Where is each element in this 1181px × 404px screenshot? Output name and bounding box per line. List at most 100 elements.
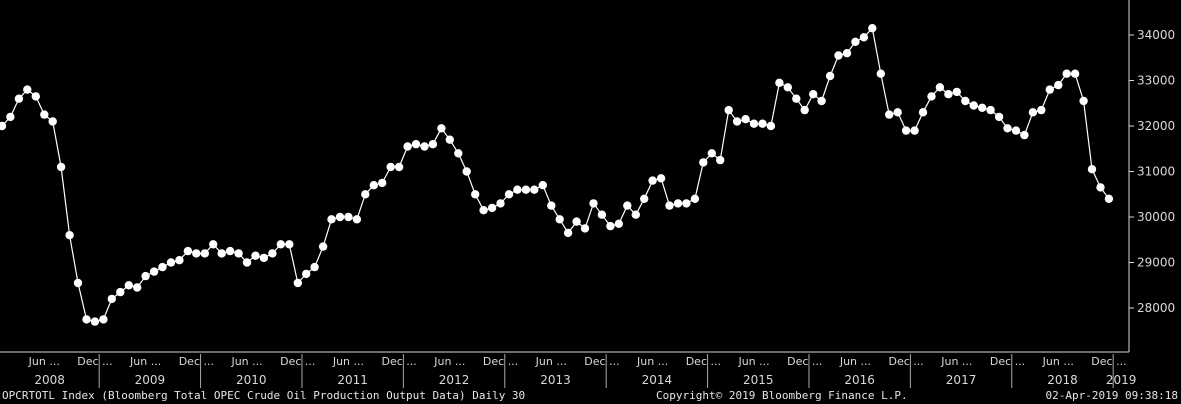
data-point — [394, 162, 404, 172]
data-point — [834, 51, 843, 60]
data-point — [910, 126, 919, 135]
data-point — [107, 294, 117, 304]
data-point — [893, 108, 902, 117]
data-point — [868, 24, 877, 33]
x-year-label: 2008 — [34, 373, 65, 387]
x-year-label: 2011 — [337, 373, 368, 387]
data-point — [986, 105, 995, 115]
data-point — [538, 181, 547, 190]
data-point — [952, 87, 961, 97]
data-point — [318, 242, 328, 251]
data-point — [116, 287, 125, 297]
data-point — [513, 185, 522, 194]
x-year-label: 2016 — [844, 373, 875, 387]
data-point — [648, 176, 657, 185]
y-tick-label: 28000 — [1137, 301, 1175, 315]
data-point — [741, 115, 750, 124]
data-point — [99, 315, 108, 324]
data-point — [487, 203, 497, 213]
data-point — [141, 271, 150, 281]
data-point — [732, 117, 742, 126]
data-point — [885, 110, 894, 119]
data-point — [547, 201, 556, 210]
data-point — [285, 240, 294, 249]
data-point — [530, 185, 539, 194]
data-point — [699, 158, 708, 167]
data-point — [690, 194, 700, 203]
data-point — [1054, 80, 1063, 90]
x-month-label: Jun ... — [940, 355, 972, 368]
y-tick-label: 29000 — [1137, 256, 1175, 270]
data-point — [859, 33, 869, 42]
data-point — [876, 69, 885, 78]
data-point — [496, 199, 505, 208]
data-point — [673, 199, 683, 208]
data-point — [378, 178, 387, 188]
data-point — [521, 185, 531, 194]
data-point — [124, 281, 133, 290]
data-point — [597, 210, 607, 219]
x-month-label: Dec ... — [382, 355, 417, 368]
data-point — [293, 278, 302, 288]
x-year-label: 2013 — [540, 373, 571, 387]
data-point — [792, 94, 801, 103]
x-month-label: Jun ... — [332, 355, 364, 368]
data-point — [994, 112, 1004, 122]
data-point — [361, 190, 370, 199]
x-month-label: Jun ... — [839, 355, 871, 368]
data-point — [386, 162, 395, 172]
x-year-label: 2015 — [743, 373, 774, 387]
data-point — [775, 78, 784, 88]
data-point — [749, 119, 759, 128]
x-month-label: Jun ... — [1042, 355, 1074, 368]
data-point — [1003, 124, 1012, 133]
data-point — [825, 71, 835, 81]
x-month-label: Dec ... — [1091, 355, 1126, 368]
data-point — [606, 221, 615, 231]
x-month-label: Jun ... — [230, 355, 262, 368]
data-point — [580, 224, 590, 233]
data-point — [133, 283, 142, 292]
data-point — [90, 317, 100, 326]
footer-copyright: Copyright© 2019 Bloomberg Finance L.P. — [656, 389, 908, 402]
x-month-label: Jun ... — [129, 355, 161, 368]
data-point — [1070, 69, 1080, 78]
y-axis: 28000 29000 30000 31000 32000 33000 34000 — [1128, 0, 1175, 352]
x-year-label: 2019 — [1106, 373, 1137, 387]
data-point — [623, 201, 632, 210]
data-point — [327, 215, 336, 224]
x-month-label: Dec ... — [483, 355, 518, 368]
data-point — [217, 249, 226, 258]
data-point — [614, 219, 623, 228]
data-point — [851, 37, 860, 46]
y-tick-label: 32000 — [1137, 119, 1175, 133]
data-point — [6, 112, 15, 122]
x-month-label: Dec ... — [686, 355, 721, 368]
data-point — [31, 92, 40, 101]
data-point — [352, 215, 362, 224]
data-point — [1062, 69, 1071, 78]
data-point — [961, 96, 970, 106]
series-markers — [0, 24, 1114, 326]
x-year-label: 2014 — [642, 373, 673, 387]
y-tick-label: 30000 — [1137, 210, 1175, 224]
x-year-label: 2009 — [135, 373, 166, 387]
data-point — [1037, 105, 1046, 115]
data-point — [809, 90, 818, 99]
data-point — [209, 240, 218, 249]
data-point — [1096, 183, 1105, 192]
x-year-label: 2010 — [236, 373, 267, 387]
x-month-label: Dec ... — [990, 355, 1025, 368]
data-point — [555, 215, 564, 224]
data-point — [335, 212, 345, 222]
data-point — [1020, 130, 1029, 140]
data-point — [901, 126, 911, 135]
x-month-label: Dec ... — [179, 355, 214, 368]
data-point — [276, 240, 285, 249]
data-point — [978, 103, 987, 113]
data-point — [471, 190, 480, 199]
x-month-label: Jun ... — [636, 355, 668, 368]
data-point — [918, 108, 928, 117]
data-point — [40, 110, 49, 119]
